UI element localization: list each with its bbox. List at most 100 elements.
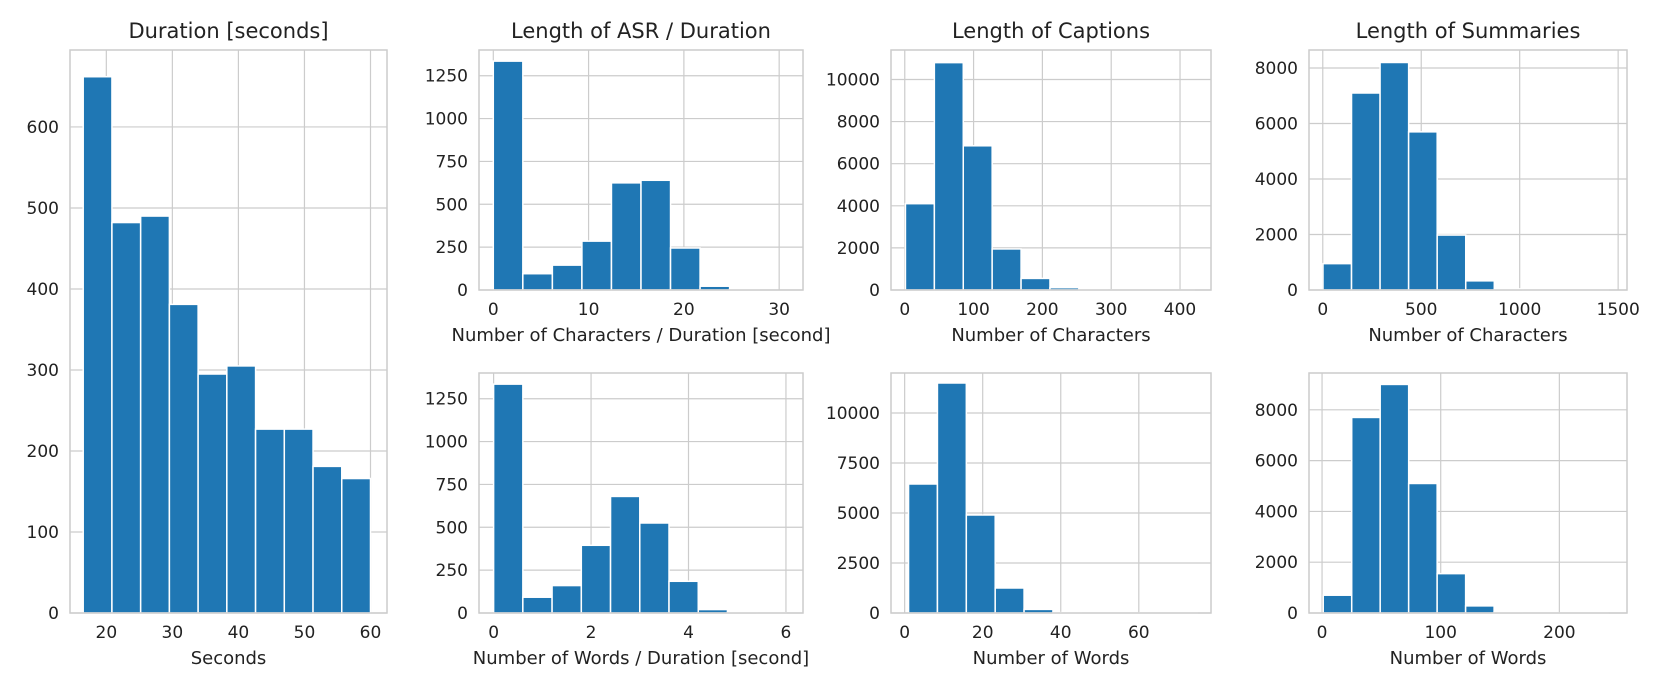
caption-words-ytick-label-2: 5000 [837,504,880,524]
duration-bar-1 [111,221,142,614]
summary-words-xtick-label-0: 0 [1317,623,1328,643]
asr-words-bar-5 [639,522,670,614]
duration-chart-title: Duration [seconds] [128,19,328,43]
asr-chars-x-axis-label: Number of Characters / Duration [second] [452,325,831,346]
caption-chars-ytick-label-0: 0 [869,281,880,301]
caption-chars-bar-1 [933,61,965,291]
asr-words-plot-frame [478,372,804,614]
caption-chars-ytick-label-4: 8000 [837,113,880,133]
asr-chars-ytick-label-3: 750 [436,152,468,172]
caption-words-ytick-label-3: 7500 [837,454,880,474]
summary-words-ytick-label-4: 8000 [1255,401,1298,421]
caption-words-xtick-label-2: 40 [1050,623,1072,643]
summary-words-bar-0 [1322,594,1353,614]
asr-words-ytick-label-5: 1250 [425,390,468,410]
summary-chars-bar-0 [1322,262,1353,291]
asr-chars-bar-1 [522,272,554,291]
caption-chars-bar-2 [962,145,993,291]
caption-words-plot-frame [890,372,1212,614]
duration-ytick-label-4: 400 [27,280,59,300]
asr-words-bar-0 [492,383,524,614]
asr-words-xtick-label-1: 2 [586,623,597,643]
asr-words-bar-1 [522,596,553,614]
duration-bar-8 [312,465,343,614]
asr-words-ytick-label-3: 750 [436,475,468,495]
duration-xtick-label-0: 20 [96,623,118,643]
summary-chars-bar-2 [1379,61,1410,291]
asr-words-xtick-label-0: 0 [488,623,499,643]
duration-ytick-label-3: 300 [27,361,59,381]
asr-chars-bar-3 [581,240,613,291]
asr-words-xtick-label-3: 6 [781,623,792,643]
summary-words-bar-1 [1350,416,1381,614]
summary-chars-plot-frame [1308,49,1628,291]
asr-words-bar-6 [668,580,699,614]
summary-words-ytick-label-1: 2000 [1255,553,1298,573]
caption-chars-xtick-label-3: 300 [1095,300,1127,320]
asr-words-xtick-label-2: 4 [683,623,694,643]
caption-words-xtick-label-0: 0 [899,623,910,643]
duration-bar-2 [139,215,171,614]
duration-xtick-label-1: 30 [162,623,184,643]
summary-chars-xtick-label-0: 0 [1317,300,1328,320]
asr-words-ytick-label-1: 250 [436,561,468,581]
asr-chars-xtick-label-1: 10 [578,300,600,320]
caption-chars-xtick-label-4: 400 [1164,300,1196,320]
summary-chars-ytick-label-3: 6000 [1255,115,1298,135]
asr-chars-bar-4 [610,182,642,291]
asr-chars-chart-title: Length of ASR / Duration [511,19,771,43]
duration-xtick-label-4: 60 [360,623,382,643]
asr-chars-ytick-label-2: 500 [436,195,468,215]
duration-bar-3 [168,303,199,614]
caption-chars-xtick-label-2: 200 [1026,300,1058,320]
duration-bar-6 [254,428,286,614]
summary-words-ytick-label-3: 6000 [1255,452,1298,472]
caption-words-xtick-label-1: 20 [972,623,994,643]
duration-ytick-label-6: 600 [27,118,59,138]
asr-words-bar-4 [609,495,641,614]
summary-chars-x-axis-label: Number of Characters [1368,325,1567,346]
duration-xtick-label-3: 50 [294,623,316,643]
summary-words-bar-2 [1379,383,1410,614]
caption-chars-xtick-label-1: 100 [957,300,989,320]
duration-ytick-label-5: 500 [27,199,59,219]
duration-x-axis-label: Seconds [191,648,267,669]
duration-bar-0 [82,75,113,614]
summary-chars-bar-4 [1436,234,1467,291]
summary-chars-ytick-label-2: 4000 [1255,170,1298,190]
duration-bar-9 [341,477,372,614]
caption-words-bar-2 [965,514,996,614]
duration-bar-4 [197,373,228,614]
duration-xtick-label-2: 40 [228,623,250,643]
asr-chars-bar-5 [640,179,672,291]
asr-chars-ytick-label-1: 250 [436,238,468,258]
summary-chars-xtick-label-1: 500 [1405,300,1437,320]
asr-words-x-axis-label: Number of Words / Duration [second] [473,648,809,669]
summary-words-xtick-label-2: 200 [1543,623,1575,643]
duration-ytick-label-2: 200 [27,442,59,462]
asr-chars-xtick-label-0: 0 [488,300,499,320]
summary-words-x-axis-label: Number of Words [1390,648,1547,669]
summary-words-bar-5 [1464,605,1495,614]
asr-chars-bar-6 [669,247,701,291]
caption-chars-xtick-label-0: 0 [899,300,910,320]
summary-chars-ytick-label-1: 2000 [1255,226,1298,246]
asr-words-ytick-label-4: 1000 [425,433,468,453]
summary-words-bar-3 [1407,482,1438,614]
caption-chars-bar-0 [904,202,936,291]
asr-chars-plot-frame [478,49,804,291]
summary-words-xtick-label-1: 100 [1424,623,1456,643]
asr-chars-ytick-label-5: 1250 [425,67,468,87]
asr-words-ytick-label-2: 500 [436,518,468,538]
caption-chars-ytick-label-5: 10000 [826,70,880,90]
caption-words-x-axis-label: Number of Words [973,648,1130,669]
summary-chars-bar-1 [1350,92,1381,291]
summary-words-ytick-label-2: 4000 [1255,502,1298,522]
asr-chars-ytick-label-0: 0 [457,281,468,301]
summary-words-bar-4 [1436,572,1467,614]
asr-words-bar-3 [580,544,612,614]
caption-words-xtick-label-3: 60 [1128,623,1150,643]
asr-chars-xtick-label-3: 30 [768,300,790,320]
asr-chars-bar-0 [492,60,524,291]
